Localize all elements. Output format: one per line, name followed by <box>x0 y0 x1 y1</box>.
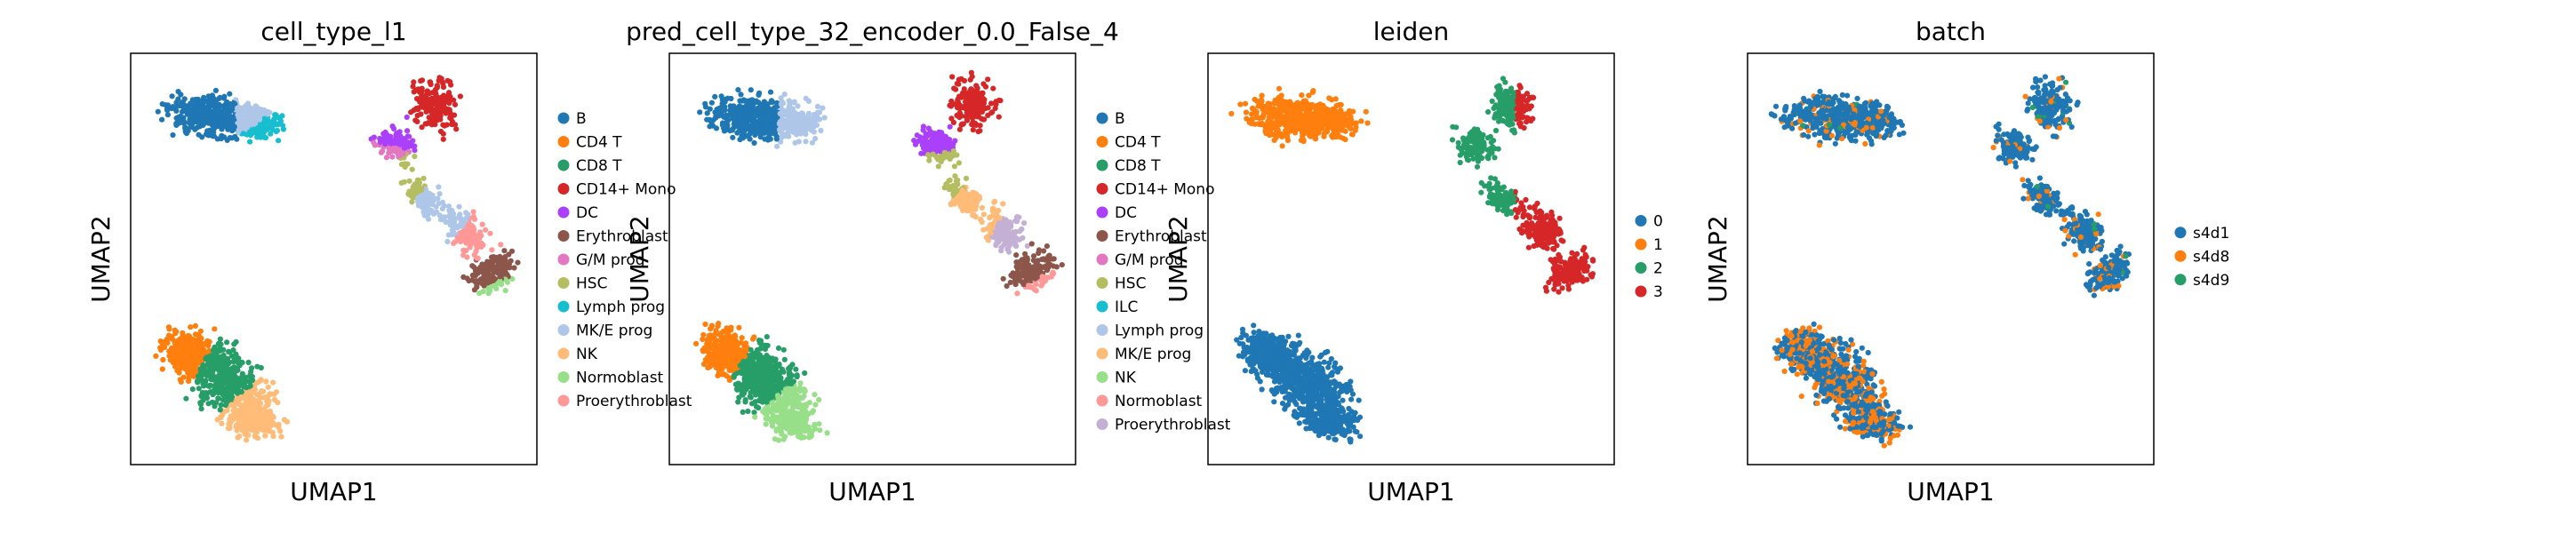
axes-frame <box>1207 52 1615 465</box>
legend-swatch <box>557 371 570 383</box>
legend: 0 1 2 3 <box>1635 213 1663 301</box>
legend-label: DC <box>1115 204 1137 222</box>
legend-label: NK <box>1115 370 1137 387</box>
scatter-points <box>1228 76 1596 445</box>
legend-label: Proerythroblast <box>576 393 692 410</box>
legend-label: Normoblast <box>576 370 664 387</box>
legend-label: MK/E prog <box>1115 346 1191 363</box>
legend-label: 3 <box>1653 283 1663 301</box>
x-axis-label: UMAP1 <box>1907 477 1995 506</box>
legend-swatch <box>1096 371 1108 383</box>
legend-label: s4d1 <box>2193 225 2229 243</box>
legend-label: 1 <box>1653 236 1663 254</box>
legend-label: CD4 T <box>576 134 622 152</box>
axes-frame <box>130 52 538 465</box>
panel-title: batch <box>1916 17 1986 46</box>
panel-title: cell_type_l1 <box>260 17 406 46</box>
legend-swatch <box>1096 159 1108 171</box>
legend-label: Lymph prog <box>1115 322 1204 340</box>
legend-label: Normoblast <box>1115 393 1203 410</box>
x-axis-label: UMAP1 <box>290 477 378 506</box>
legend-swatch <box>1096 230 1108 242</box>
legend-label: G/M prog <box>576 251 645 269</box>
legend-label: DC <box>576 204 598 222</box>
legend-swatch <box>2174 227 2187 239</box>
legend-swatch <box>557 206 570 219</box>
legend-swatch <box>1096 136 1108 147</box>
legend-swatch <box>557 394 570 407</box>
legend-label: Erythroblast <box>576 228 668 246</box>
legend-label: CD4 T <box>1115 134 1161 152</box>
legend-swatch <box>557 253 570 266</box>
legend-swatch <box>2174 250 2187 262</box>
legend-swatch <box>1096 206 1108 219</box>
legend-label: Proerythroblast <box>1115 417 1231 434</box>
legend-swatch <box>557 183 570 195</box>
legend-swatch <box>1096 418 1108 430</box>
legend-label: B <box>576 110 587 128</box>
legend-label: ILC <box>1115 298 1138 316</box>
panel-4: batch UMAP1 UMAP2 s4d1 s4d8 s4d9 <box>1703 17 2229 506</box>
y-axis-label: UMAP2 <box>86 215 116 303</box>
legend-label: NK <box>576 346 598 363</box>
legend-swatch <box>1096 183 1108 195</box>
axes-frame <box>668 52 1076 465</box>
legend-swatch <box>1635 285 1647 298</box>
legend-swatch <box>557 324 570 336</box>
legend-swatch <box>1096 324 1108 336</box>
panel-2: pred_cell_type_32_encoder_0.0_False_4 UMA… <box>625 17 1231 506</box>
legend-swatch <box>1096 277 1108 289</box>
panel-title: pred_cell_type_32_encoder_0.0_False_4 <box>626 17 1119 46</box>
legend-swatch <box>557 112 570 124</box>
legend-swatch <box>1635 262 1647 274</box>
y-axis-label: UMAP2 <box>1164 215 1193 303</box>
legend-swatch <box>1096 347 1108 360</box>
legend-label: s4d9 <box>2193 272 2229 290</box>
scatter-points <box>693 69 1065 443</box>
panel-1: cell_type_l1 UMAP1 UMAP2 B CD4 T CD8 T CD14+ M… <box>86 17 692 506</box>
legend-swatch <box>1635 215 1647 227</box>
legend-swatch <box>1096 300 1108 313</box>
legend-label: G/M prog <box>1115 251 1184 269</box>
legend-swatch <box>2174 274 2187 286</box>
legend-swatch <box>1096 394 1108 407</box>
x-axis-label: UMAP1 <box>828 477 916 506</box>
y-axis-label: UMAP2 <box>1703 215 1732 303</box>
y-axis-label: UMAP2 <box>625 215 654 303</box>
legend-label: HSC <box>576 275 607 293</box>
legend-label: HSC <box>1115 275 1146 293</box>
legend: s4d1 s4d8 s4d9 <box>2174 225 2229 290</box>
legend-label: CD14+ Mono <box>576 181 676 199</box>
legend-label: MK/E prog <box>576 322 652 340</box>
legend-swatch <box>557 300 570 313</box>
legend-swatch <box>557 159 570 171</box>
legend-label: Lymph prog <box>576 298 665 316</box>
legend-label: CD14+ Mono <box>1115 181 1214 199</box>
legend-label: 0 <box>1653 213 1663 231</box>
scatter-points <box>153 75 521 443</box>
legend-label: CD8 T <box>576 157 622 175</box>
legend-label: s4d8 <box>2193 248 2229 266</box>
legend-swatch <box>1635 238 1647 251</box>
legend-label: 2 <box>1653 260 1663 278</box>
axes-frame <box>1747 52 2155 465</box>
legend: B CD4 T CD8 T CD14+ Mono DC Erythroblast G/M p… <box>1096 110 1231 434</box>
panel-3: leiden UMAP1 UMAP2 0 1 2 3 <box>1164 17 1663 506</box>
x-axis-label: UMAP1 <box>1367 477 1455 506</box>
legend-label: Erythroblast <box>1115 228 1207 246</box>
legend-swatch <box>557 230 570 242</box>
legend-swatch <box>557 136 570 147</box>
legend-label: CD8 T <box>1115 157 1161 175</box>
legend-label: B <box>1115 110 1125 128</box>
panel-title: leiden <box>1373 17 1450 46</box>
legend-swatch <box>1096 112 1108 124</box>
scatter-points <box>1768 74 2132 449</box>
legend-swatch <box>557 347 570 360</box>
legend-swatch <box>557 277 570 289</box>
legend: B CD4 T CD8 T CD14+ Mono DC Erythroblast G/M p… <box>557 110 692 410</box>
legend-swatch <box>1096 253 1108 266</box>
